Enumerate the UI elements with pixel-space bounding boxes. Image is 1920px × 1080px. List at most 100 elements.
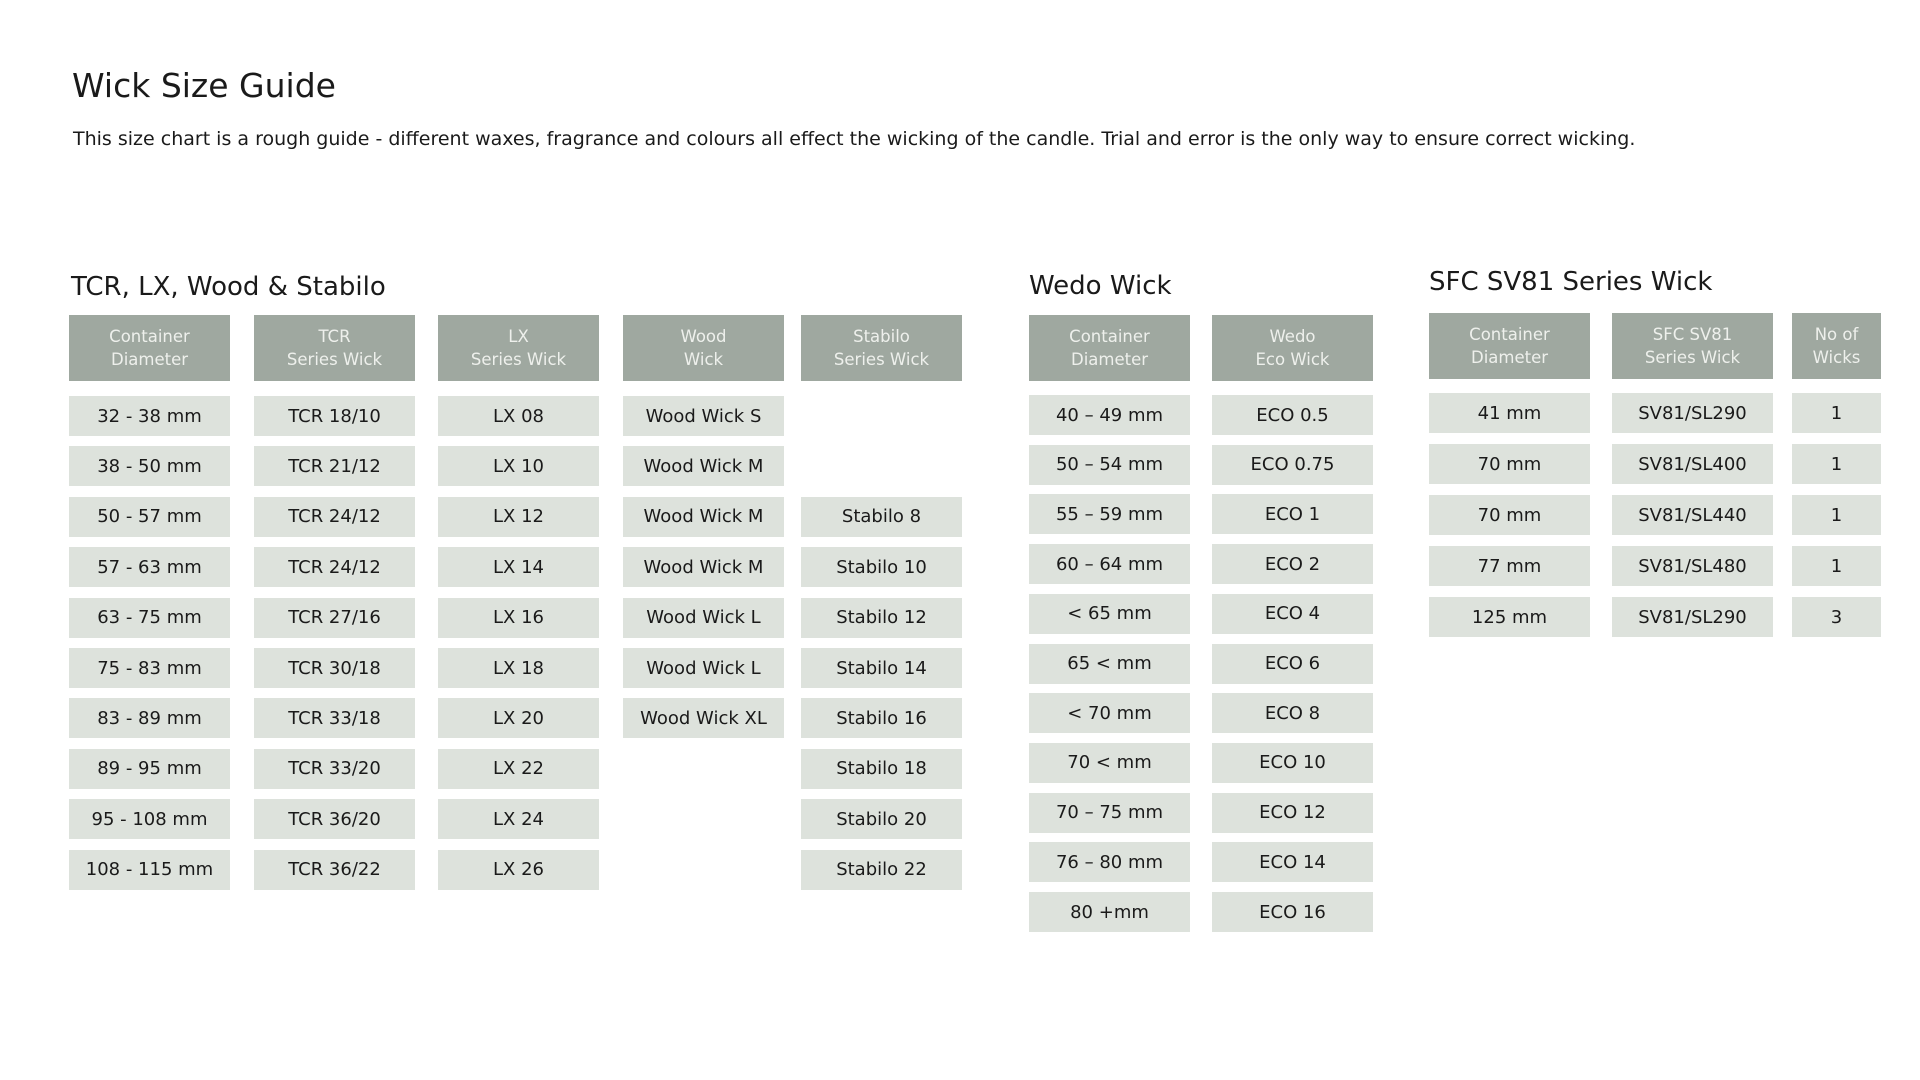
column-header-line: Diameter xyxy=(110,350,189,369)
table-cell: TCR 33/20 xyxy=(254,748,415,789)
table-cell: ECO 12 xyxy=(1212,792,1373,833)
table-cell: 70 mm xyxy=(1429,444,1590,484)
table-cell: SV81/SL480 xyxy=(1612,546,1773,586)
table-cell: 32 - 38 mm xyxy=(69,396,230,436)
table-column: No of Wicks 1 1 1 1 3 xyxy=(1792,313,1881,637)
table-cell: Wood Wick M xyxy=(623,446,784,487)
table-column: Container Diameter 32 - 38 mm 38 - 50 mm 50 … xyxy=(69,315,230,890)
table-cell: ECO 8 xyxy=(1212,693,1373,734)
column-header-line: Wood xyxy=(680,327,727,346)
table-column: Container Diameter 40 – 49 mm 50 – 54 mm 55 … xyxy=(1029,315,1190,932)
table-cell: 70 mm xyxy=(1429,495,1590,535)
table-cell: 83 - 89 mm xyxy=(69,698,230,739)
table-cell: Wood Wick XL xyxy=(623,698,784,739)
page-title: Wick Size Guide xyxy=(72,66,336,105)
table-cell: 89 - 95 mm xyxy=(69,748,230,789)
table-cell: Wood Wick L xyxy=(623,597,784,638)
column-header-line: Container xyxy=(1069,327,1150,346)
table-cell: TCR 18/10 xyxy=(254,396,415,436)
column-header-line: Stabilo xyxy=(853,327,910,346)
table-cell: Wood Wick S xyxy=(623,396,784,436)
column-header-line: Series Wick xyxy=(1644,348,1741,367)
column-header: Wood Wick xyxy=(623,315,784,381)
table-cell: 3 xyxy=(1792,597,1881,637)
table-cell: Stabilo 12 xyxy=(801,597,962,638)
table-cell: Stabilo 8 xyxy=(801,496,962,537)
table-cell: SV81/SL290 xyxy=(1612,393,1773,433)
table-column: SFC SV81 Series Wick SV81/SL290 SV81/SL400 S… xyxy=(1612,313,1773,637)
column-header-line: Container xyxy=(1469,325,1550,344)
column-header: Stabilo Series Wick xyxy=(801,315,962,381)
table-cell: 76 – 80 mm xyxy=(1029,842,1190,883)
column-header-line: SFC SV81 xyxy=(1652,325,1733,344)
table-column: Container Diameter 41 mm 70 mm 70 mm 77 mm 125… xyxy=(1429,313,1590,637)
section-title: TCR, LX, Wood & Stabilo xyxy=(71,272,386,302)
column-header-line: Wedo xyxy=(1269,327,1316,346)
table-cell: 50 - 57 mm xyxy=(69,496,230,537)
table-cell: Stabilo 22 xyxy=(801,849,962,890)
table-cell: 40 – 49 mm xyxy=(1029,395,1190,435)
table-cell: 38 - 50 mm xyxy=(69,446,230,487)
table-cell: Wood Wick M xyxy=(623,547,784,588)
table-cell: 108 - 115 mm xyxy=(69,849,230,890)
table-cell: 1 xyxy=(1792,444,1881,484)
table-cell: TCR 21/12 xyxy=(254,446,415,487)
table-cell: Stabilo 14 xyxy=(801,648,962,688)
table-cell: TCR 24/12 xyxy=(254,496,415,537)
table-cell: ECO 16 xyxy=(1212,892,1373,932)
column-header: No of Wicks xyxy=(1792,313,1881,379)
table-cell: LX 20 xyxy=(438,698,599,739)
table-cell: 95 - 108 mm xyxy=(69,799,230,840)
table-cell: LX 26 xyxy=(438,849,599,890)
column-header-line: Eco Wick xyxy=(1255,350,1330,369)
table-cell: ECO 0.75 xyxy=(1212,444,1373,485)
table-cell: Wood Wick L xyxy=(623,648,784,688)
table-cell: Wood Wick M xyxy=(623,496,784,537)
table-cell: LX 08 xyxy=(438,396,599,436)
table-cell: LX 12 xyxy=(438,496,599,537)
column-header-line: LX xyxy=(508,327,529,346)
table-cell: LX 16 xyxy=(438,597,599,638)
column-header-line: Series Wick xyxy=(286,350,383,369)
column-header: TCR Series Wick xyxy=(254,315,415,381)
table-column: Stabilo Series Wick Stabilo 8 Stabilo 10 Sta… xyxy=(801,315,962,890)
table-cell: 80 +mm xyxy=(1029,892,1190,932)
table-cell: SV81/SL440 xyxy=(1612,495,1773,535)
table-cell: 65 < mm xyxy=(1029,643,1190,684)
column-header-line: Series Wick xyxy=(833,350,930,369)
column-header-line: Diameter xyxy=(1070,350,1149,369)
column-header-line: Wick xyxy=(683,350,724,369)
section-title: SFC SV81 Series Wick xyxy=(1429,267,1713,297)
table-cell: 50 – 54 mm xyxy=(1029,444,1190,485)
column-header-line: TCR xyxy=(318,327,351,346)
table-cell: 1 xyxy=(1792,495,1881,535)
table-cell: TCR 24/12 xyxy=(254,547,415,588)
table-column: LX Series Wick LX 08 LX 10 LX 12 LX 14 LX 16 LX… xyxy=(438,315,599,890)
table-cell: Stabilo 16 xyxy=(801,698,962,739)
column-header: Wedo Eco Wick xyxy=(1212,315,1373,381)
table-cell: 57 - 63 mm xyxy=(69,547,230,588)
table-cell: Stabilo 20 xyxy=(801,799,962,840)
column-header: Container Diameter xyxy=(69,315,230,381)
table-cell: TCR 27/16 xyxy=(254,597,415,638)
table-cell: 70 < mm xyxy=(1029,742,1190,783)
table-cell: 41 mm xyxy=(1429,393,1590,433)
table-cell: < 65 mm xyxy=(1029,593,1190,634)
table-cell: ECO 10 xyxy=(1212,742,1373,783)
table-cell: LX 18 xyxy=(438,648,599,688)
table-cell: 60 – 64 mm xyxy=(1029,544,1190,585)
table-cell: < 70 mm xyxy=(1029,693,1190,734)
table-cell: 55 – 59 mm xyxy=(1029,494,1190,535)
column-header-line: Series Wick xyxy=(470,350,567,369)
table-cell: ECO 0.5 xyxy=(1212,395,1373,435)
column-header: LX Series Wick xyxy=(438,315,599,381)
table-cell: ECO 2 xyxy=(1212,544,1373,585)
column-header-line: Wicks xyxy=(1812,348,1861,367)
table-cell: 70 – 75 mm xyxy=(1029,792,1190,833)
table-cell: ECO 6 xyxy=(1212,643,1373,684)
table-cell: TCR 33/18 xyxy=(254,698,415,739)
table-cell: ECO 14 xyxy=(1212,842,1373,883)
table-cell: TCR 30/18 xyxy=(254,648,415,688)
table-cell: 77 mm xyxy=(1429,546,1590,586)
column-header: Container Diameter xyxy=(1029,315,1190,381)
